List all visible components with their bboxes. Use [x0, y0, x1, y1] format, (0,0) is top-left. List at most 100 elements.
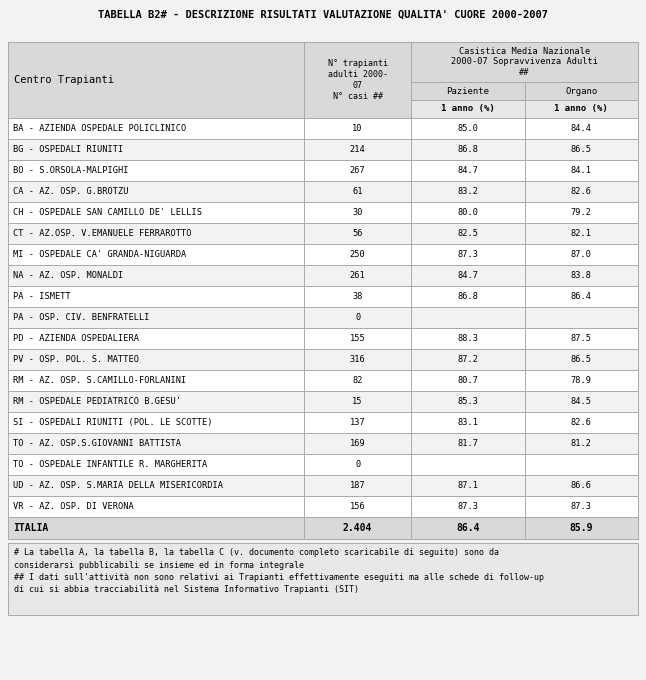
Text: SI - OSPEDALI RIUNITI (POL. LE SCOTTE): SI - OSPEDALI RIUNITI (POL. LE SCOTTE) [13, 418, 213, 427]
Text: BG - OSPEDALI RIUNITI: BG - OSPEDALI RIUNITI [13, 145, 123, 154]
Bar [8, 118, 304, 139]
Text: 0: 0 [355, 313, 360, 322]
Text: 81.2: 81.2 [571, 439, 592, 448]
Text: 15: 15 [353, 397, 363, 406]
Text: 82.5: 82.5 [457, 229, 479, 238]
Bar [8, 244, 304, 265]
Bar [8, 496, 304, 517]
Text: BA - AZIENDA OSPEDALE POLICLINICO: BA - AZIENDA OSPEDALE POLICLINICO [13, 124, 186, 133]
Bar [304, 139, 412, 160]
Text: 87.3: 87.3 [571, 502, 592, 511]
Bar [525, 496, 638, 517]
Bar [8, 543, 638, 615]
Bar [525, 475, 638, 496]
Bar [8, 391, 304, 412]
Bar [525, 265, 638, 286]
Text: 82: 82 [353, 376, 363, 385]
Bar [412, 328, 525, 349]
Text: 87.1: 87.1 [457, 481, 479, 490]
Text: 87.3: 87.3 [457, 250, 479, 259]
Bar [8, 42, 304, 118]
Bar [8, 475, 304, 496]
Text: TABELLA B2# - DESCRIZIONE RISULTATI VALUTAZIONE QUALITA' CUORE 2000-2007: TABELLA B2# - DESCRIZIONE RISULTATI VALU… [98, 10, 548, 20]
Bar [412, 496, 525, 517]
Bar [304, 265, 412, 286]
Bar [8, 202, 304, 223]
Bar [304, 328, 412, 349]
Text: 84.1: 84.1 [571, 166, 592, 175]
Text: Casistica Media Nazionale
2000-07 Sopravvivenza Adulti
##: Casistica Media Nazionale 2000-07 Soprav… [451, 47, 598, 78]
Text: 267: 267 [349, 166, 366, 175]
Text: PA - ISMETT: PA - ISMETT [13, 292, 71, 301]
Text: 155: 155 [349, 334, 366, 343]
Text: 87.3: 87.3 [457, 502, 479, 511]
Text: ITALIA: ITALIA [13, 523, 48, 533]
Bar [412, 286, 525, 307]
Text: CT - AZ.OSP. V.EMANUELE FERRAROTTO: CT - AZ.OSP. V.EMANUELE FERRAROTTO [13, 229, 191, 238]
Text: 86.5: 86.5 [571, 145, 592, 154]
Text: 86.8: 86.8 [457, 145, 479, 154]
Text: 261: 261 [349, 271, 366, 280]
Bar [8, 517, 304, 539]
Bar [525, 160, 638, 181]
Bar [412, 42, 638, 82]
Bar [8, 139, 304, 160]
Text: 83.1: 83.1 [457, 418, 479, 427]
Bar [304, 349, 412, 370]
Bar [304, 42, 412, 118]
Text: TO - OSPEDALE INFANTILE R. MARGHERITA: TO - OSPEDALE INFANTILE R. MARGHERITA [13, 460, 207, 469]
Text: 84.4: 84.4 [571, 124, 592, 133]
Bar [525, 517, 638, 539]
Bar [412, 202, 525, 223]
Text: 214: 214 [349, 145, 366, 154]
Bar [525, 286, 638, 307]
Text: 10: 10 [353, 124, 363, 133]
Bar [304, 223, 412, 244]
Text: 61: 61 [353, 187, 363, 196]
Bar [412, 433, 525, 454]
Text: 82.6: 82.6 [571, 418, 592, 427]
Bar [412, 307, 525, 328]
Text: 187: 187 [349, 481, 366, 490]
Bar [412, 160, 525, 181]
Bar [8, 286, 304, 307]
Text: TO - AZ. OSP.S.GIOVANNI BATTISTA: TO - AZ. OSP.S.GIOVANNI BATTISTA [13, 439, 181, 448]
Bar [525, 391, 638, 412]
Text: 86.4: 86.4 [571, 292, 592, 301]
Bar [412, 82, 525, 100]
Bar [8, 412, 304, 433]
Text: 85.9: 85.9 [570, 523, 593, 533]
Bar [525, 181, 638, 202]
Bar [8, 181, 304, 202]
Bar [525, 370, 638, 391]
Bar [412, 265, 525, 286]
Bar [412, 181, 525, 202]
Text: 30: 30 [353, 208, 363, 217]
Bar [525, 244, 638, 265]
Bar [412, 412, 525, 433]
Bar [8, 223, 304, 244]
Bar [525, 307, 638, 328]
Bar [412, 454, 525, 475]
Bar [304, 160, 412, 181]
Text: 80.0: 80.0 [457, 208, 479, 217]
Text: 250: 250 [349, 250, 366, 259]
Bar [412, 223, 525, 244]
Text: Centro Trapianti: Centro Trapianti [14, 75, 114, 85]
Text: CA - AZ. OSP. G.BROTZU: CA - AZ. OSP. G.BROTZU [13, 187, 129, 196]
Text: NA - AZ. OSP. MONALDI: NA - AZ. OSP. MONALDI [13, 271, 123, 280]
Text: 81.7: 81.7 [457, 439, 479, 448]
Text: MI - OSPEDALE CA' GRANDA-NIGUARDA: MI - OSPEDALE CA' GRANDA-NIGUARDA [13, 250, 186, 259]
Bar [412, 370, 525, 391]
Text: 84.7: 84.7 [457, 166, 479, 175]
Text: 87.5: 87.5 [571, 334, 592, 343]
Text: 169: 169 [349, 439, 366, 448]
Bar [412, 475, 525, 496]
Text: 78.9: 78.9 [571, 376, 592, 385]
Text: 82.1: 82.1 [571, 229, 592, 238]
Bar [525, 100, 638, 118]
Bar [525, 349, 638, 370]
Text: 56: 56 [353, 229, 363, 238]
Bar [304, 202, 412, 223]
Bar [8, 433, 304, 454]
